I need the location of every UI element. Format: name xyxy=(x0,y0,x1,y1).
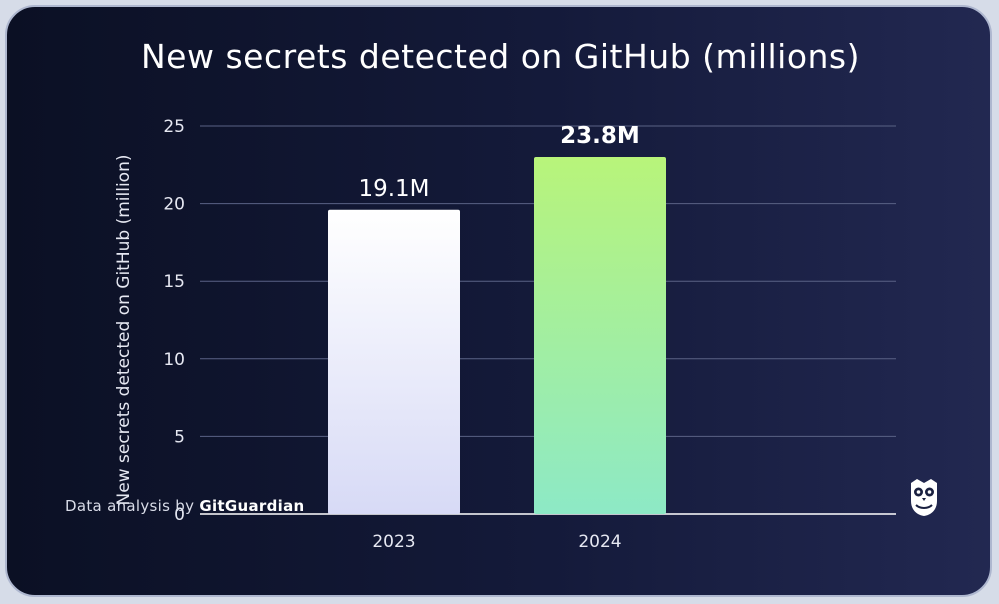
credit-prefix: Data analysis by xyxy=(65,497,195,515)
y-axis-label: New secrets detected on GitHub (million) xyxy=(114,155,134,506)
y-tick-label: 10 xyxy=(163,350,185,370)
y-tick-label: 0 xyxy=(174,505,185,525)
y-tick-labels: 0 5 10 15 20 25 xyxy=(163,117,185,525)
bar-2024 xyxy=(534,157,666,515)
bars xyxy=(328,157,666,515)
bar-2023 xyxy=(328,209,460,515)
chart-card: New secrets detected on GitHub (millions… xyxy=(5,5,992,597)
credit-brand: GitGuardian xyxy=(199,497,305,515)
data-credit: Data analysis by GitGuardian xyxy=(65,497,305,515)
x-tick-labels: 2023 2024 xyxy=(372,532,621,552)
data-labels: 19.1M 23.8M xyxy=(358,123,639,202)
data-label: 19.1M xyxy=(358,176,429,202)
x-tick-label: 2024 xyxy=(578,532,621,552)
chart-title: New secrets detected on GitHub (millions… xyxy=(141,37,860,76)
y-tick-label: 25 xyxy=(163,117,185,137)
x-tick-label: 2023 xyxy=(372,532,415,552)
owl-logo-icon xyxy=(911,479,937,516)
bar-chart: 0 5 10 15 20 25 2023 2024 19.1M 23.8M New secre… xyxy=(114,117,896,552)
data-label: 23.8M xyxy=(560,123,640,149)
y-tick-label: 15 xyxy=(163,272,185,292)
y-tick-label: 5 xyxy=(174,427,185,447)
y-tick-label: 20 xyxy=(163,195,185,215)
